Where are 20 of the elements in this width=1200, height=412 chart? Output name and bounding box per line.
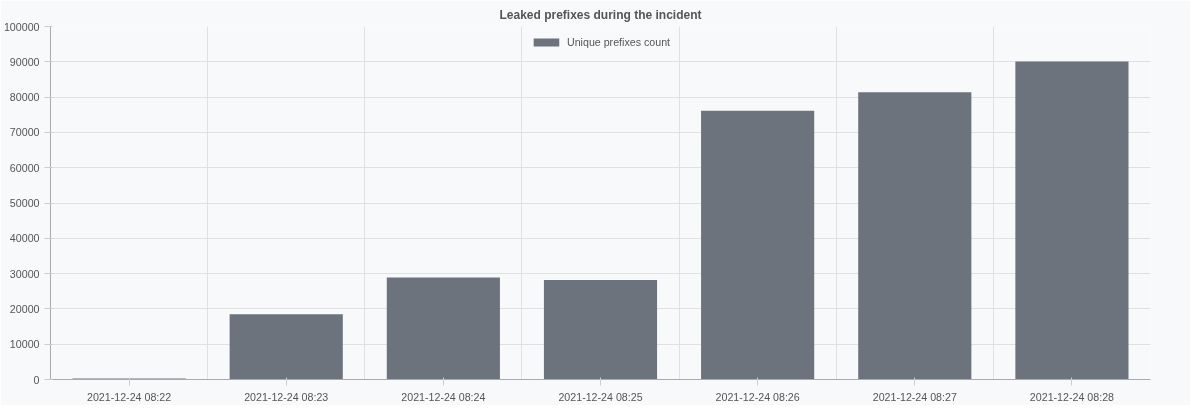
x-tick-label: 2021-12-24 08:25 bbox=[558, 390, 643, 403]
x-tick-label: 2021-12-24 08:27 bbox=[872, 390, 957, 403]
x-tick-label: 2021-12-24 08:22 bbox=[87, 390, 172, 403]
y-tick-label: 60000 bbox=[9, 161, 40, 174]
legend-label: Unique prefixes count bbox=[566, 36, 671, 48]
y-tick-label: 30000 bbox=[9, 267, 40, 280]
x-tick-label: 2021-12-24 08:24 bbox=[401, 390, 486, 403]
x-tick-label: 2021-12-24 08:23 bbox=[244, 390, 329, 403]
chart-title: Leaked prefixes during the incident bbox=[499, 7, 702, 22]
y-tick-label: 40000 bbox=[9, 232, 40, 245]
y-tick-label: 90000 bbox=[9, 55, 40, 68]
x-tick-label: 2021-12-24 08:26 bbox=[715, 390, 800, 403]
y-tick-label: 100000 bbox=[3, 20, 40, 33]
y-tick-label: 70000 bbox=[9, 126, 40, 139]
y-tick-label: 20000 bbox=[9, 302, 40, 315]
x-tick-label: 2021-12-24 08:28 bbox=[1029, 390, 1115, 403]
y-tick-label: 0 bbox=[33, 373, 40, 386]
y-tick-label: 50000 bbox=[9, 197, 40, 209]
y-tick-label: 80000 bbox=[9, 91, 40, 104]
y-tick-label: 10000 bbox=[9, 338, 40, 351]
